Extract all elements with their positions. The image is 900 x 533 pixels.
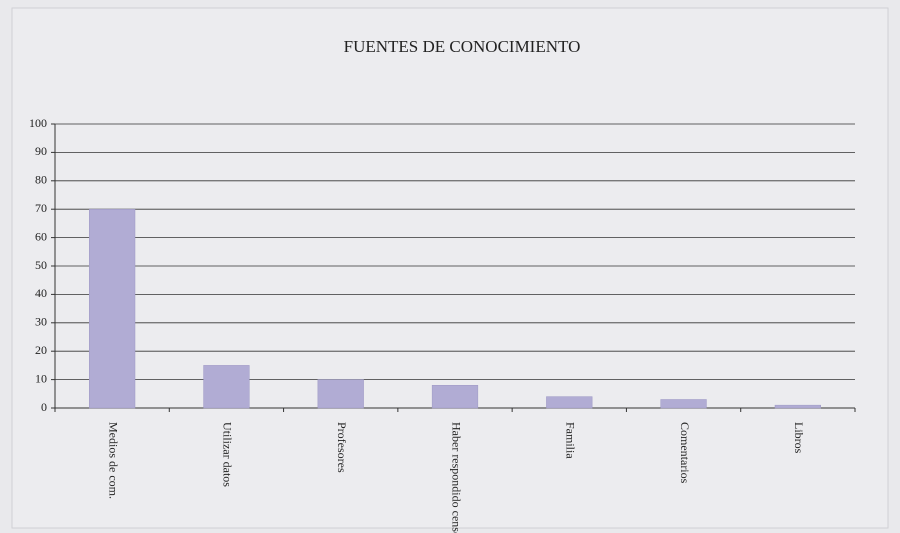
bar <box>317 379 364 409</box>
y-tick-label: 40 <box>35 286 47 300</box>
y-tick-label: 20 <box>35 343 47 357</box>
x-tick-label: Comentarios <box>678 422 692 484</box>
y-tick-label: 50 <box>35 258 47 272</box>
x-tick-label: Familia <box>564 422 578 459</box>
y-tick-label: 80 <box>35 173 47 187</box>
bar <box>774 404 821 409</box>
x-tick-label: Haber respondido censos <box>449 422 463 533</box>
y-tick-label: 70 <box>35 201 47 215</box>
x-tick-label: Profesores <box>335 422 349 473</box>
bar <box>660 399 707 409</box>
bar <box>203 365 250 409</box>
y-tick-label: 30 <box>35 315 47 329</box>
chart-title: FUENTES DE CONOCIMIENTO <box>344 37 581 56</box>
x-tick-label: Utilizar datos <box>221 422 235 487</box>
bar <box>431 385 479 409</box>
y-tick-label: 60 <box>35 229 47 243</box>
y-tick-label: 90 <box>35 144 47 158</box>
y-tick-label: 0 <box>41 400 47 414</box>
chart-frame <box>11 7 889 529</box>
x-tick-label: Libros <box>792 422 806 454</box>
x-tick-label: Medios de com. <box>106 422 120 499</box>
y-tick-label: 100 <box>29 116 47 130</box>
y-tick-label: 10 <box>35 371 47 385</box>
bar <box>89 208 136 409</box>
bar <box>546 396 593 409</box>
